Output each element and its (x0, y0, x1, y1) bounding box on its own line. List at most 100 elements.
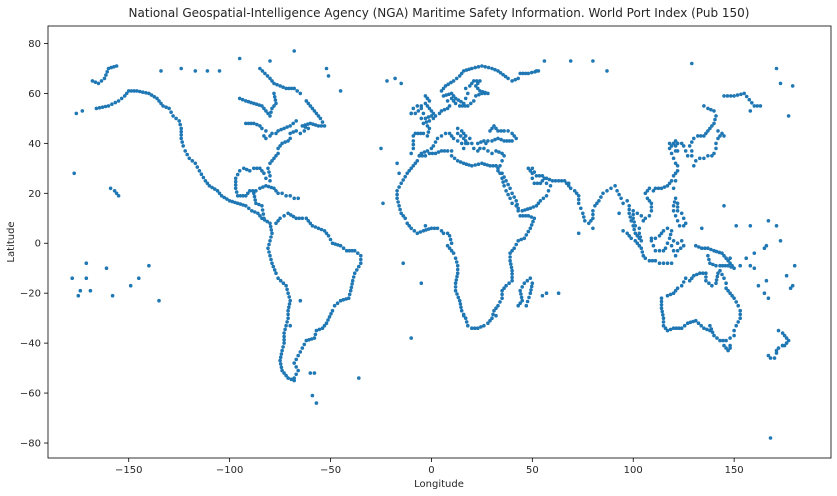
port-point (739, 92, 743, 97)
port-point (190, 159, 195, 163)
port-point (516, 209, 520, 213)
port-point (169, 110, 173, 114)
port-point (714, 263, 718, 268)
port-point (690, 140, 694, 144)
port-point (732, 328, 736, 333)
port-point (411, 134, 416, 138)
port-point (419, 106, 424, 111)
port-point (99, 79, 104, 83)
port-point (690, 276, 694, 281)
port-point (447, 92, 451, 97)
port-point (631, 216, 635, 221)
port-point (278, 84, 282, 88)
port-point (258, 166, 262, 171)
port-point (431, 144, 436, 148)
port-point (195, 165, 200, 169)
port-point (673, 253, 678, 258)
port-point (633, 239, 638, 243)
x-tick-label: 100 (624, 465, 643, 476)
port-point (197, 169, 202, 173)
port-point (312, 336, 317, 340)
port-point (109, 65, 113, 70)
port-point (110, 102, 114, 106)
port-point (679, 283, 684, 288)
port-point (312, 371, 317, 375)
port-point (458, 134, 463, 138)
port-point (247, 206, 251, 211)
port-point (513, 77, 517, 82)
port-point (486, 321, 490, 326)
port-point (439, 89, 444, 93)
port-point (233, 176, 238, 181)
port-point (452, 156, 457, 161)
port-point (542, 59, 547, 63)
port-point (459, 308, 464, 313)
port-point (628, 215, 632, 219)
port-point (502, 139, 506, 143)
port-point (289, 213, 293, 217)
port-point (523, 214, 528, 218)
port-point (269, 235, 273, 239)
port-point (409, 111, 414, 116)
port-point (535, 181, 540, 186)
port-point (718, 134, 722, 138)
port-point (272, 104, 276, 108)
port-point (714, 278, 719, 282)
port-point (350, 282, 354, 286)
port-point (411, 106, 416, 111)
port-point (451, 136, 456, 141)
port-point (76, 293, 81, 298)
port-point (728, 346, 732, 350)
port-point (720, 272, 724, 277)
port-point (267, 250, 271, 254)
port-point (701, 271, 705, 276)
port-point (427, 119, 432, 123)
port-point (326, 318, 330, 322)
port-point (734, 323, 738, 328)
port-point (326, 234, 331, 238)
port-point (709, 327, 714, 331)
port-point (268, 114, 272, 118)
port-point (379, 146, 383, 151)
port-point (272, 81, 276, 86)
port-point (764, 243, 769, 248)
port-point (665, 328, 670, 333)
port-point (702, 104, 706, 108)
port-point (679, 211, 684, 216)
port-point (721, 338, 725, 343)
port-point (144, 91, 148, 95)
port-point (515, 202, 519, 207)
port-point (409, 166, 414, 171)
port-point (681, 280, 686, 284)
port-point (788, 286, 793, 291)
port-point (519, 295, 524, 300)
port-point (415, 231, 420, 236)
port-point (675, 248, 680, 253)
port-point (466, 91, 470, 96)
port-point (90, 79, 95, 83)
port-point (132, 89, 136, 93)
port-point (663, 326, 668, 331)
port-point (179, 66, 183, 71)
port-point (397, 185, 401, 189)
port-point (675, 149, 680, 153)
port-point (272, 95, 277, 99)
port-point (257, 103, 262, 107)
port-point (441, 86, 446, 91)
port-point (476, 162, 481, 166)
port-point (344, 297, 348, 301)
port-point (649, 205, 654, 209)
port-point (274, 221, 278, 226)
port-point (778, 239, 783, 243)
port-point (314, 328, 319, 333)
port-point (287, 305, 291, 310)
port-point (694, 318, 698, 323)
port-point (710, 330, 715, 335)
port-point (752, 251, 757, 255)
port-point (718, 338, 722, 343)
port-point (493, 137, 497, 142)
plot-area (48, 26, 831, 458)
port-point (346, 296, 351, 301)
port-point (278, 355, 283, 360)
port-point (784, 341, 789, 345)
